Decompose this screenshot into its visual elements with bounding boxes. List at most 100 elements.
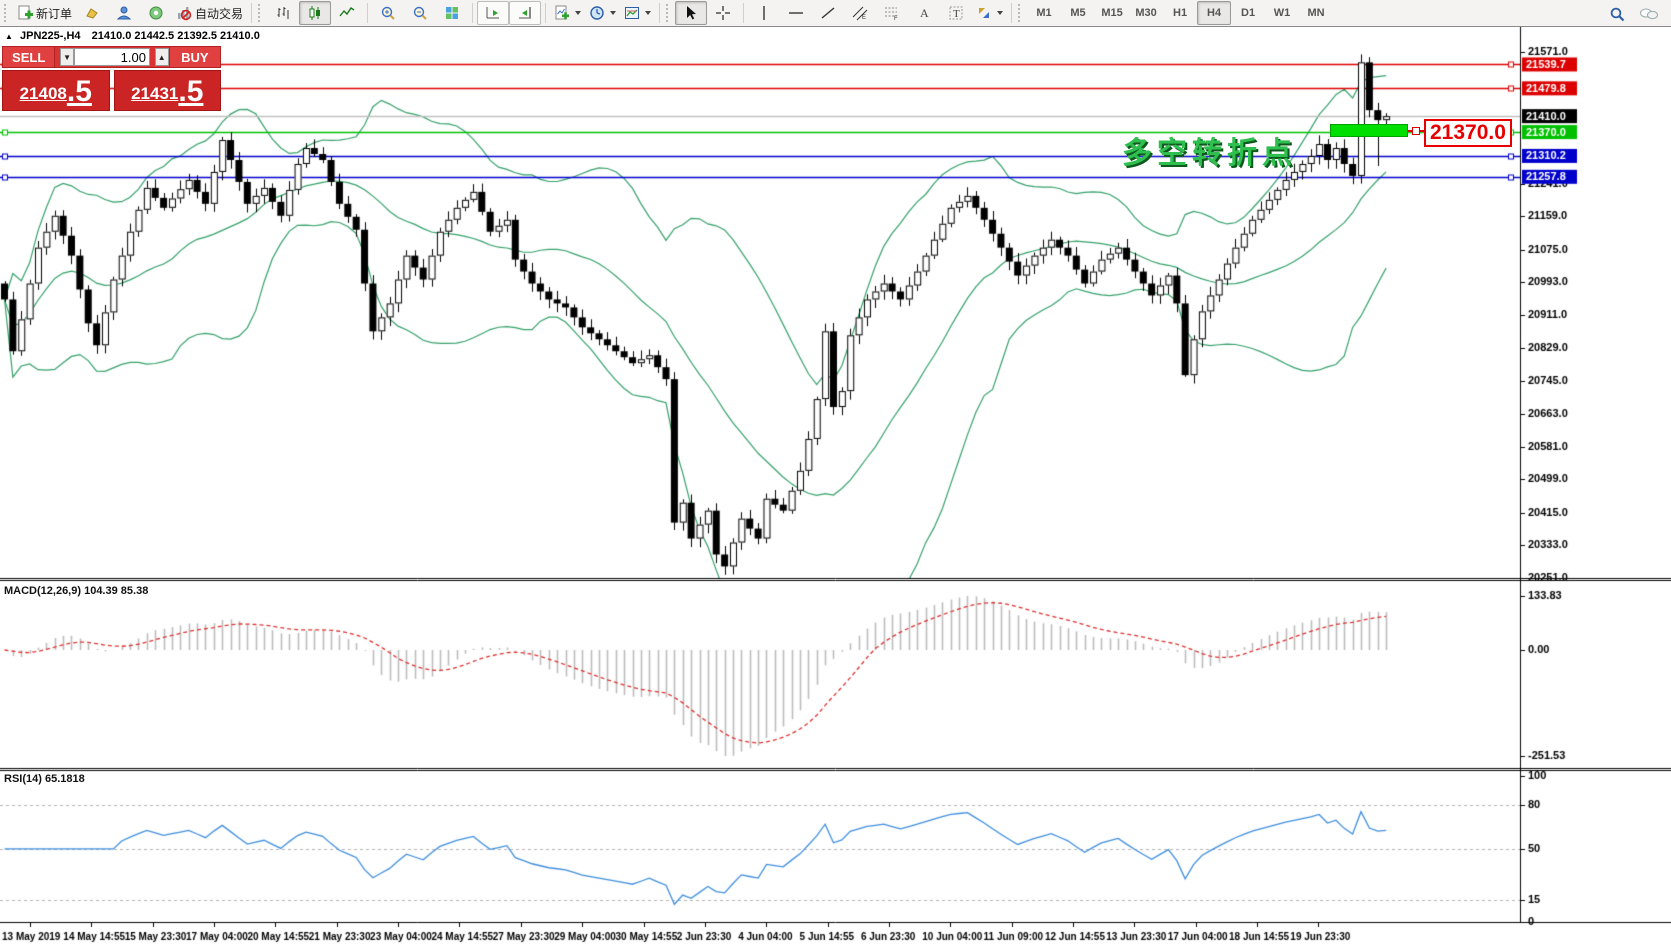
chat-icon bbox=[1640, 8, 1658, 20]
tile-windows-icon bbox=[446, 7, 459, 19]
bid-price-button[interactable]: 21408.5 bbox=[2, 70, 110, 111]
trade-panel-top-row: SELL ▼ ▲ BUY bbox=[2, 46, 221, 68]
profiles-icon bbox=[116, 6, 132, 20]
chat-button[interactable] bbox=[1633, 2, 1665, 26]
zoom-in-icon bbox=[381, 6, 395, 20]
volume-increase-button[interactable]: ▲ bbox=[154, 48, 169, 66]
candlestick-button[interactable] bbox=[299, 1, 332, 25]
tab-timeframe-M30[interactable]: M30 bbox=[1135, 7, 1157, 19]
equidistant-channel-icon: E bbox=[852, 6, 868, 21]
arrows-icon bbox=[979, 8, 990, 18]
vertical-line-icon bbox=[763, 6, 765, 20]
auto-scroll-button[interactable] bbox=[477, 1, 510, 25]
bar-chart-button[interactable] bbox=[267, 1, 299, 25]
autotrading-label: 自动交易 bbox=[195, 6, 244, 21]
chevron-down-icon bbox=[575, 11, 582, 15]
tab-timeframe-MN[interactable]: MN bbox=[1307, 7, 1325, 19]
toolbar-separator bbox=[659, 3, 661, 23]
bid-price-fraction: .5 bbox=[66, 75, 92, 108]
horizontal-line-icon bbox=[789, 12, 804, 14]
toolbar-grip[interactable] bbox=[666, 4, 673, 22]
profiles-button[interactable] bbox=[108, 1, 140, 25]
svg-text:A: A bbox=[920, 6, 929, 20]
chart-shift-icon bbox=[519, 7, 532, 19]
ask-price-fraction: .5 bbox=[178, 75, 204, 108]
tab-timeframe-W1[interactable]: W1 bbox=[1273, 7, 1291, 19]
crosshair-button[interactable] bbox=[707, 1, 739, 25]
fibonacci-icon: F bbox=[885, 7, 898, 21]
new-order-button[interactable]: 新订单 bbox=[13, 1, 76, 25]
line-chart-icon bbox=[339, 7, 355, 17]
buy-button[interactable]: BUY bbox=[168, 47, 221, 67]
new-chart-icon bbox=[86, 8, 98, 19]
toolbar-separator bbox=[472, 3, 474, 23]
toolbar-grip[interactable] bbox=[1018, 4, 1025, 22]
equidistant-channel-button[interactable]: E bbox=[844, 1, 876, 25]
toolbar: 新订单 自动交易 bbox=[0, 0, 1671, 27]
chevron-down-icon bbox=[610, 11, 617, 15]
macd-indicator-label: MACD(12,26,9) 104.39 85.38 bbox=[4, 585, 149, 597]
search-button[interactable] bbox=[1601, 2, 1633, 26]
bid-price-main: 21408 bbox=[19, 84, 67, 103]
line-chart-button[interactable] bbox=[331, 1, 363, 25]
collapse-panel-icon[interactable]: ▲ bbox=[5, 32, 13, 41]
callout-anchor-square[interactable] bbox=[1412, 127, 1420, 135]
ask-price-main: 21431 bbox=[131, 84, 179, 103]
tab-timeframe-M5[interactable]: M5 bbox=[1070, 7, 1086, 19]
search-icon bbox=[1610, 7, 1624, 21]
svg-text:T: T bbox=[953, 8, 960, 20]
volume-decrease-button[interactable]: ▼ bbox=[60, 48, 74, 66]
zoom-out-icon bbox=[413, 6, 427, 20]
tab-timeframe-H4[interactable]: H4 bbox=[1197, 1, 1232, 25]
svg-text:E: E bbox=[862, 15, 866, 21]
volume-input[interactable] bbox=[73, 48, 150, 66]
alerts-button[interactable] bbox=[140, 1, 172, 25]
toolbar-grip[interactable] bbox=[4, 4, 11, 22]
autotrading-icon bbox=[178, 7, 192, 21]
bar-chart-icon bbox=[277, 7, 289, 19]
sell-button[interactable]: SELL bbox=[3, 47, 56, 67]
auto-scroll-icon bbox=[486, 7, 500, 19]
tile-windows-button[interactable] bbox=[436, 1, 468, 25]
ohlc-values: 21410.0 21442.5 21392.5 21410.0 bbox=[91, 30, 260, 42]
autotrading-button[interactable]: 自动交易 bbox=[172, 1, 247, 25]
one-click-trading-panel: SELL ▼ ▲ BUY 21408.5 21431.5 bbox=[2, 46, 221, 111]
chart-shift-button[interactable] bbox=[509, 1, 542, 25]
text-label-icon: T bbox=[949, 6, 963, 20]
new-chart-button[interactable] bbox=[76, 1, 108, 25]
periods-icon bbox=[590, 6, 604, 20]
ask-price-button[interactable]: 21431.5 bbox=[113, 70, 221, 111]
arrows-button[interactable] bbox=[972, 1, 1007, 25]
horizontal-line-button[interactable] bbox=[780, 1, 812, 25]
chevron-down-icon bbox=[645, 11, 652, 15]
text-label-button[interactable]: T bbox=[940, 1, 972, 25]
chart-text-annotation[interactable]: 多空转折点 bbox=[1122, 137, 1297, 170]
chart-window: ▲ JPN225-,H4 21410.0 21442.5 21392.5 214… bbox=[0, 27, 1671, 946]
cursor-icon bbox=[687, 6, 697, 20]
cursor-button[interactable] bbox=[675, 1, 708, 25]
toolbar-separator bbox=[545, 3, 547, 23]
templates-button[interactable] bbox=[620, 1, 655, 25]
fibonacci-button[interactable]: F bbox=[876, 1, 908, 25]
toolbar-grip[interactable] bbox=[258, 4, 265, 22]
chart-canvas[interactable] bbox=[0, 27, 1671, 946]
trendline-button[interactable] bbox=[812, 1, 844, 25]
zoom-in-button[interactable] bbox=[372, 1, 404, 25]
tab-timeframe-M1[interactable]: M1 bbox=[1036, 7, 1052, 19]
vertical-line-button[interactable] bbox=[748, 1, 780, 25]
tab-timeframe-H1[interactable]: H1 bbox=[1173, 7, 1188, 19]
zoom-out-button[interactable] bbox=[404, 1, 436, 25]
tab-timeframe-M15[interactable]: M15 bbox=[1101, 7, 1123, 19]
new-order-label: 新订单 bbox=[36, 6, 73, 21]
periods-button[interactable] bbox=[585, 1, 620, 25]
price-callout-label[interactable]: 21370.0 bbox=[1424, 119, 1512, 147]
indicators-button[interactable] bbox=[550, 1, 585, 25]
trendline-icon bbox=[821, 7, 835, 19]
text-icon: A bbox=[920, 6, 929, 20]
indicators-icon bbox=[555, 5, 570, 20]
trade-panel-price-row: 21408.5 21431.5 bbox=[2, 70, 221, 111]
alerts-icon bbox=[149, 6, 163, 20]
highlight-rectangle[interactable] bbox=[1330, 124, 1408, 137]
tab-timeframe-D1[interactable]: D1 bbox=[1241, 7, 1256, 19]
text-button[interactable]: A bbox=[908, 1, 940, 25]
